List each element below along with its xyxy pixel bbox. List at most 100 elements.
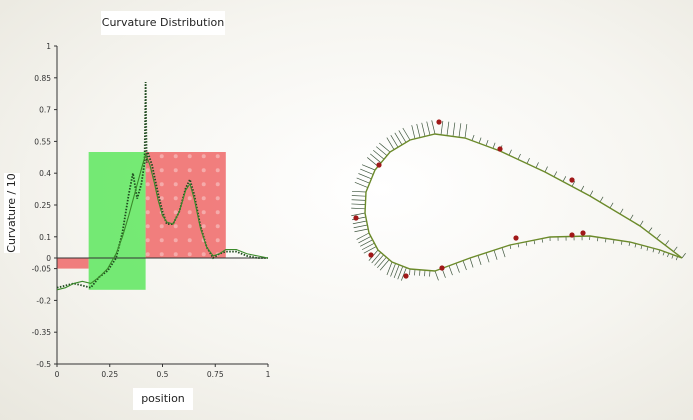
comb-tooth	[354, 228, 369, 233]
comb-tooth	[356, 177, 370, 184]
texture-dot	[173, 196, 178, 201]
comb-tooth	[351, 203, 366, 205]
comb-tooth	[599, 196, 604, 203]
control-point[interactable]	[376, 162, 382, 168]
comb-tooth	[361, 242, 375, 251]
texture-dot	[173, 238, 178, 243]
comb-tooth	[673, 246, 678, 252]
comb-tooth	[411, 125, 416, 139]
comb-tooth	[681, 253, 686, 259]
comb-tooth	[553, 171, 558, 177]
texture-dot	[173, 154, 178, 159]
comb-tooth	[351, 190, 367, 193]
comb-tooth	[580, 185, 585, 192]
comb-tooth	[398, 130, 407, 143]
comb-tooth	[397, 266, 404, 280]
y-tick-label: 0.55	[34, 137, 51, 146]
comb-tooth	[353, 224, 368, 229]
comb-tooth	[648, 227, 653, 233]
texture-dot	[173, 210, 178, 215]
comb-tooth	[352, 220, 367, 225]
control-point[interactable]	[439, 265, 445, 271]
comb-tooth	[462, 260, 467, 271]
texture-dot	[145, 224, 150, 229]
comb-tooth	[377, 256, 387, 269]
comb-tooth	[393, 264, 400, 278]
texture-dot	[201, 196, 206, 201]
comb-tooth	[351, 212, 366, 217]
comb-tooth	[544, 166, 548, 173]
control-point[interactable]	[580, 230, 586, 236]
comb-tooth	[501, 247, 506, 258]
texture-dot	[215, 238, 220, 243]
texture-dot	[215, 154, 220, 159]
y-tick-label: 1	[46, 42, 51, 51]
comb-tooth	[361, 164, 376, 171]
control-point[interactable]	[436, 119, 442, 125]
texture-dot	[173, 182, 178, 187]
comb-tooth	[535, 162, 539, 168]
comb-tooth	[493, 250, 498, 260]
comb-tooth	[431, 120, 436, 135]
curvature-region-1	[88, 152, 146, 290]
texture-dot	[187, 168, 192, 173]
texture-dot	[159, 168, 164, 173]
comb-tooth	[360, 168, 374, 175]
y-tick-label: 0.25	[34, 201, 51, 210]
comb-tooth	[478, 137, 482, 144]
comb-tooth	[351, 195, 366, 197]
airfoil-view[interactable]	[351, 119, 686, 281]
comb-tooth	[376, 146, 388, 156]
texture-dot	[201, 224, 206, 229]
texture-dot	[145, 168, 150, 173]
curvature-region-2	[145, 152, 226, 258]
texture-dot	[145, 252, 150, 257]
texture-dot	[159, 154, 164, 159]
comb-tooth	[517, 153, 521, 160]
control-point[interactable]	[569, 232, 575, 238]
comb-tooth	[371, 252, 382, 264]
axes-layer: 1 0.85 0.7 0.55 0.4 0.25 0.1 0 -0.05 -0.2 -0.35 -0.…	[32, 42, 271, 379]
texture-dot	[201, 252, 206, 257]
control-point[interactable]	[569, 177, 575, 183]
comb-tooth	[394, 132, 403, 145]
series-layer	[56, 82, 269, 291]
y-tick-label: -0.5	[36, 360, 51, 369]
x-tick-label: 0.25	[101, 370, 118, 379]
comb-tooth	[571, 180, 576, 187]
comb-tooth	[464, 124, 468, 139]
comb-tooth	[526, 158, 530, 164]
texture-dot	[187, 210, 192, 215]
comb-tooth	[619, 208, 624, 215]
texture-dot	[215, 182, 220, 187]
control-point[interactable]	[368, 252, 374, 258]
comb-tooth	[446, 121, 450, 136]
comb-tooth	[374, 254, 384, 266]
texture-dot	[159, 182, 164, 187]
comb-tooth	[390, 263, 396, 277]
comb-tooth	[373, 149, 385, 160]
texture-dot	[187, 224, 192, 229]
comb-tooth	[485, 252, 490, 263]
texture-dot	[173, 224, 178, 229]
comb-tooth	[379, 259, 390, 271]
comb-tooth	[426, 121, 431, 136]
control-point[interactable]	[497, 146, 503, 152]
x-tick-label: 0	[55, 370, 60, 379]
comb-tooth	[469, 257, 474, 268]
texture-dot	[145, 196, 150, 201]
y-tick-label: 0.7	[39, 106, 51, 115]
comb-tooth	[390, 135, 399, 148]
y-tick-label: -0.2	[36, 296, 51, 305]
comb-tooth	[440, 120, 444, 135]
control-point[interactable]	[353, 215, 359, 221]
curvature-region-0	[57, 258, 89, 269]
comb-tooth	[356, 232, 370, 240]
control-point[interactable]	[513, 235, 519, 241]
texture-dot	[159, 252, 164, 257]
y-tick-label: -0.35	[32, 328, 52, 337]
comb-tooth	[421, 122, 426, 137]
control-point[interactable]	[403, 273, 409, 279]
